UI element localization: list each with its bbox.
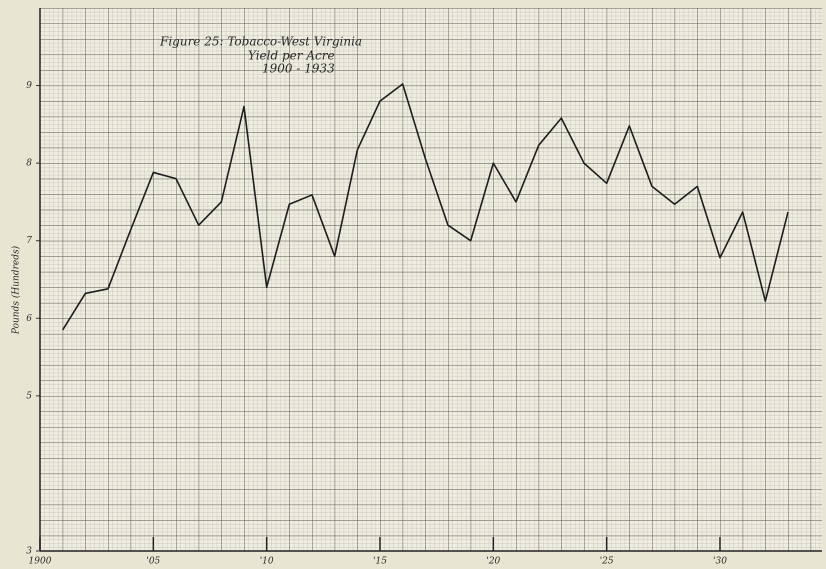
data-line — [61, 83, 789, 331]
x-tick-label: 1900 — [29, 557, 52, 567]
y-tick-label: 7 — [26, 236, 32, 246]
chart-title: Figure 25: Tobacco-West Virginia Yield p… — [159, 35, 362, 76]
major-grid — [40, 8, 822, 551]
x-tick-label: '20 — [486, 557, 500, 567]
y-tick-label: 9 — [26, 81, 32, 91]
x-tick-label: '15 — [373, 557, 387, 567]
title-line: Figure 25: Tobacco-West Virginia — [159, 35, 362, 49]
x-tick-label: '10 — [260, 557, 274, 567]
title-line: Yield per Acre — [248, 49, 335, 63]
x-tick-label: '30 — [713, 557, 727, 567]
x-tick-label: '05 — [146, 557, 160, 567]
y-tick-label: 6 — [26, 314, 32, 324]
y-tick-label: 8 — [26, 159, 32, 169]
x-tick-label: '25 — [600, 557, 614, 567]
y-tick-label: 5 — [26, 391, 32, 401]
y-axis-label: Pounds (Hundreds) — [11, 245, 22, 335]
title-line: 1900 - 1933 — [262, 62, 335, 76]
y-tick-label: 3 — [26, 547, 32, 557]
